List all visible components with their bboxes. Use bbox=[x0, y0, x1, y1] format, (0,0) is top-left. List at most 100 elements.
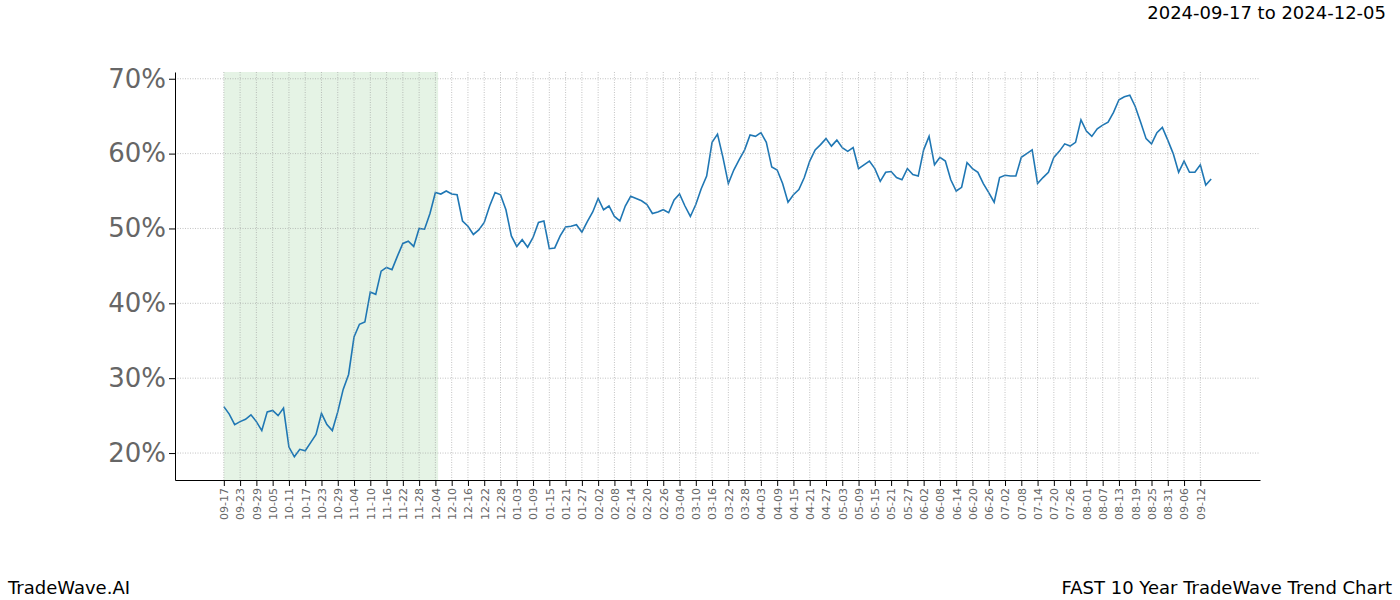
x-tick-label: 09-23 bbox=[234, 488, 247, 520]
footer-right: FAST 10 Year TradeWave Trend Chart bbox=[1062, 577, 1392, 598]
x-tick-mark bbox=[305, 480, 306, 486]
x-tick-mark bbox=[907, 480, 908, 486]
y-tick-label: 60% bbox=[108, 138, 166, 168]
x-tick: 12-28 bbox=[495, 480, 508, 520]
grid-line bbox=[858, 72, 859, 480]
x-tick-label: 01-27 bbox=[576, 488, 589, 520]
x-tick-label: 04-03 bbox=[755, 488, 768, 520]
grid-line bbox=[777, 72, 778, 480]
x-tick-mark bbox=[1168, 480, 1169, 486]
x-tick-label: 03-16 bbox=[706, 488, 719, 520]
subtitle: 2024-09-17 to 2024-12-05 bbox=[1147, 2, 1386, 23]
x-tick-label: 01-15 bbox=[544, 488, 557, 520]
x-tick: 03-22 bbox=[723, 480, 736, 520]
grid-line bbox=[435, 72, 436, 480]
x-tick-label: 05-09 bbox=[853, 488, 866, 520]
x-tick-label: 02-20 bbox=[641, 488, 654, 520]
x-tick-mark bbox=[859, 480, 860, 486]
x-tick: 05-03 bbox=[837, 480, 850, 520]
y-tick-label: 30% bbox=[108, 363, 166, 393]
grid-line bbox=[175, 78, 1260, 79]
x-tick-label: 10-17 bbox=[300, 488, 313, 520]
x-tick-label: 03-22 bbox=[723, 488, 736, 520]
x-tick-label: 02-26 bbox=[658, 488, 671, 520]
x-tick: 12-10 bbox=[446, 480, 459, 520]
x-tick: 11-16 bbox=[381, 480, 394, 520]
x-tick: 02-02 bbox=[593, 480, 606, 520]
x-tick-label: 06-20 bbox=[967, 488, 980, 520]
grid-line bbox=[1102, 72, 1103, 480]
chart: 09-1709-2309-2910-0510-1110-1710-2310-29… bbox=[0, 0, 1400, 600]
grid-line bbox=[939, 72, 940, 480]
x-tick: 04-09 bbox=[772, 480, 785, 520]
grid-line bbox=[1021, 72, 1022, 480]
y-tick-mark bbox=[169, 228, 175, 229]
x-tick-label: 07-08 bbox=[1016, 488, 1029, 520]
x-tick: 09-17 bbox=[218, 480, 231, 520]
grid-line bbox=[1184, 72, 1185, 480]
x-tick: 01-15 bbox=[544, 480, 557, 520]
x-tick-mark bbox=[1086, 480, 1087, 486]
x-tick-mark bbox=[598, 480, 599, 486]
x-tick: 11-22 bbox=[397, 480, 410, 520]
x-tick: 08-31 bbox=[1162, 480, 1175, 520]
x-tick: 04-03 bbox=[755, 480, 768, 520]
x-tick: 10-29 bbox=[332, 480, 345, 520]
x-tick-label: 02-08 bbox=[609, 488, 622, 520]
x-tick-mark bbox=[387, 480, 388, 486]
x-tick-mark bbox=[224, 480, 225, 486]
grid bbox=[175, 72, 1260, 480]
x-tick-mark bbox=[712, 480, 713, 486]
x-tick: 08-13 bbox=[1113, 480, 1126, 520]
grid-line bbox=[451, 72, 452, 480]
x-tick: 11-28 bbox=[413, 480, 426, 520]
x-tick: 08-07 bbox=[1097, 480, 1110, 520]
grid-line bbox=[842, 72, 843, 480]
grid-line bbox=[728, 72, 729, 480]
x-tick-label: 08-25 bbox=[1146, 488, 1159, 520]
plot-area bbox=[224, 72, 1211, 480]
x-tick: 02-14 bbox=[625, 480, 638, 520]
y-tick: 50% bbox=[108, 213, 175, 243]
x-tick: 12-22 bbox=[479, 480, 492, 520]
grid-line bbox=[1070, 72, 1071, 480]
x-tick: 07-26 bbox=[1064, 480, 1077, 520]
grid-line bbox=[712, 72, 713, 480]
x-tick: 09-23 bbox=[234, 480, 247, 520]
grid-line bbox=[793, 72, 794, 480]
grid-line bbox=[1135, 72, 1136, 480]
x-tick-mark bbox=[435, 480, 436, 486]
footer-left: TradeWave.AI bbox=[7, 577, 130, 598]
x-tick: 10-17 bbox=[300, 480, 313, 520]
x-tick: 01-21 bbox=[560, 480, 573, 520]
x-tick-mark bbox=[273, 480, 274, 486]
x-tick-label: 07-20 bbox=[1048, 488, 1061, 520]
x-tick: 02-08 bbox=[609, 480, 622, 520]
grid-line bbox=[1151, 72, 1152, 480]
x-tick-mark bbox=[614, 480, 615, 486]
x-tick-mark bbox=[663, 480, 664, 486]
grid-line bbox=[760, 72, 761, 480]
x-tick: 06-08 bbox=[934, 480, 947, 520]
x-tick-mark bbox=[582, 480, 583, 486]
x-tick-mark bbox=[1005, 480, 1006, 486]
grid-line bbox=[581, 72, 582, 480]
grid-line bbox=[549, 72, 550, 480]
x-tick-mark bbox=[826, 480, 827, 486]
x-tick-mark bbox=[631, 480, 632, 486]
grid-line bbox=[972, 72, 973, 480]
x-tick-mark bbox=[777, 480, 778, 486]
x-tick: 10-23 bbox=[316, 480, 329, 520]
x-tick-mark bbox=[761, 480, 762, 486]
x-tick: 05-09 bbox=[853, 480, 866, 520]
y-axis: 20%30%40%50%60%70% bbox=[108, 64, 175, 481]
grid-line bbox=[370, 72, 371, 480]
x-tick-label: 01-03 bbox=[511, 488, 524, 520]
x-tick: 03-16 bbox=[706, 480, 719, 520]
grid-line bbox=[321, 72, 322, 480]
x-tick-label: 06-14 bbox=[951, 488, 964, 520]
x-tick-mark bbox=[1038, 480, 1039, 486]
x-tick: 06-02 bbox=[918, 480, 931, 520]
grid-line bbox=[956, 72, 957, 480]
x-tick-mark bbox=[419, 480, 420, 486]
